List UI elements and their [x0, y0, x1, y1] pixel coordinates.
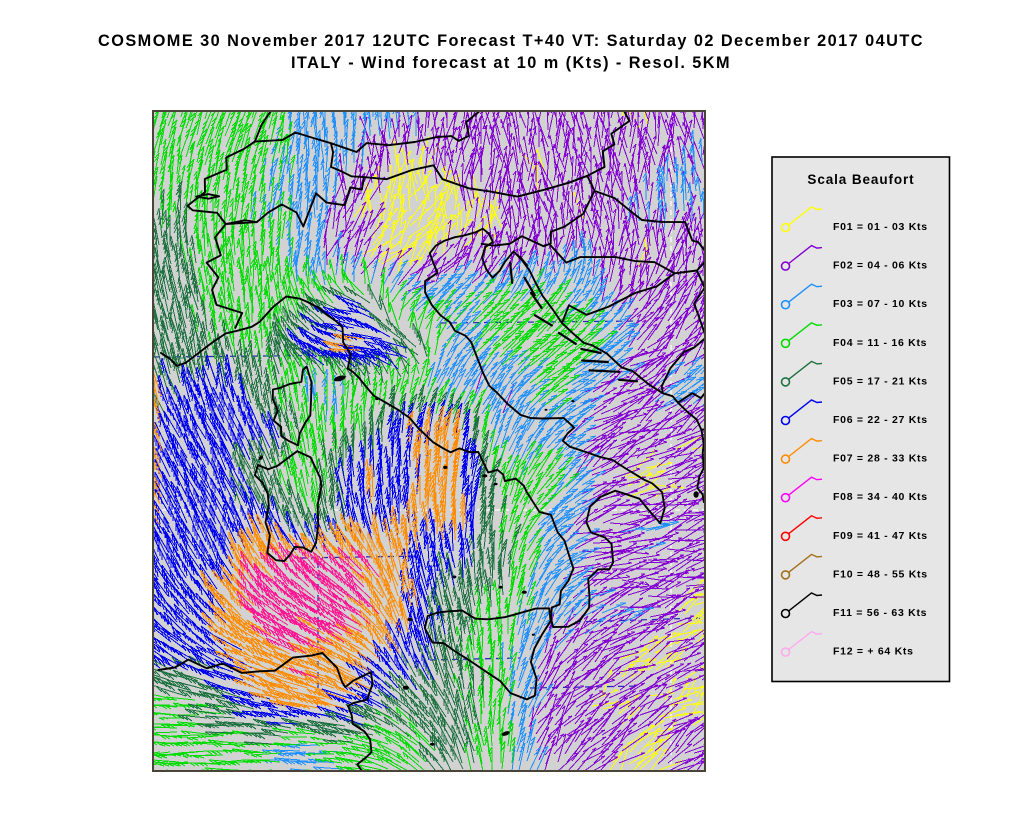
svg-text:ITALY - Wind forecast at 10 m: ITALY - Wind forecast at 10 m (Kts) - Re…	[291, 54, 731, 72]
svg-text:F10 = 48 - 55 Kts: F10 = 48 - 55 Kts	[833, 568, 928, 580]
svg-text:F04 = 11 - 16 Kts: F04 = 11 - 16 Kts	[833, 337, 927, 349]
svg-text:COSMOME 30 November 2017 12UTC: COSMOME 30 November 2017 12UTC Forecast …	[98, 32, 924, 50]
svg-text:F07 = 28 - 33 Kts: F07 = 28 - 33 Kts	[833, 453, 928, 465]
svg-text:F05 = 17 - 21 Kts: F05 = 17 - 21 Kts	[833, 375, 928, 387]
svg-text:F01 = 01 - 03 Kts: F01 = 01 - 03 Kts	[833, 221, 928, 233]
svg-text:F11 = 56 - 63 Kts: F11 = 56 - 63 Kts	[833, 607, 927, 619]
svg-text:F08 = 34 - 40 Kts: F08 = 34 - 40 Kts	[833, 491, 928, 503]
svg-text:F02 = 04 - 06 Kts: F02 = 04 - 06 Kts	[833, 260, 928, 272]
svg-text:F03 = 07 - 10 Kts: F03 = 07 - 10 Kts	[833, 298, 928, 310]
svg-text:F12 = + 64 Kts: F12 = + 64 Kts	[833, 646, 914, 658]
svg-text:F09 = 41 - 47 Kts: F09 = 41 - 47 Kts	[833, 530, 928, 542]
svg-text:F06 = 22 - 27 Kts: F06 = 22 - 27 Kts	[833, 414, 928, 426]
svg-text:Scala Beaufort: Scala Beaufort	[807, 172, 914, 187]
